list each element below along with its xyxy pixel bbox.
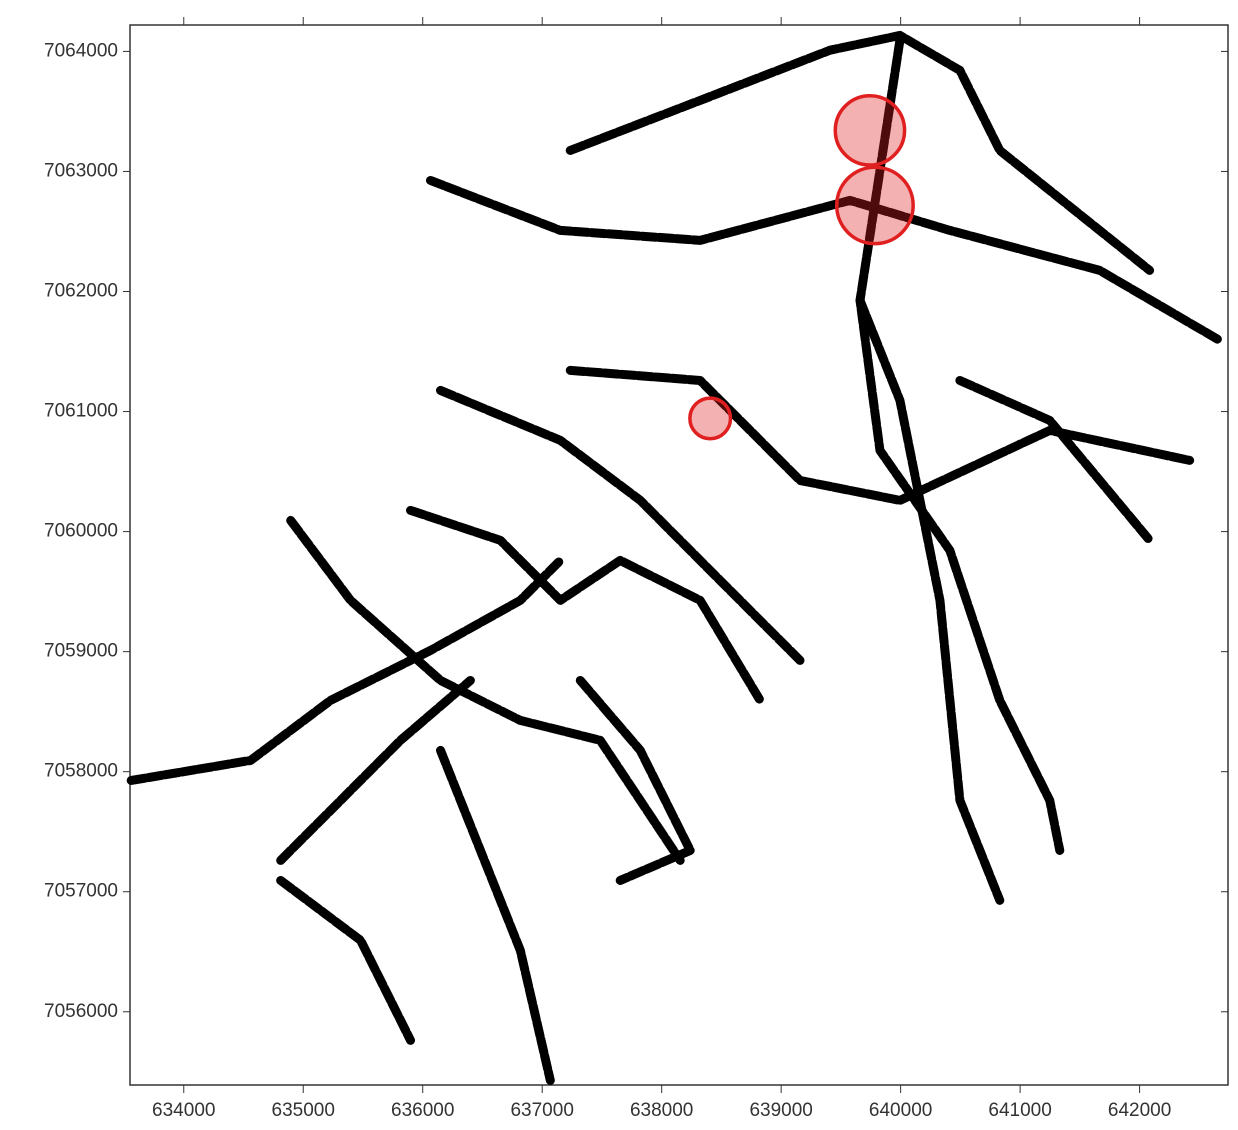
x-tick-label: 635000 <box>272 1100 335 1121</box>
x-tick-label: 638000 <box>630 1100 693 1121</box>
y-tick-label: 7064000 <box>44 40 118 61</box>
y-tick-label: 7059000 <box>44 641 118 662</box>
highlight-circle <box>835 96 904 165</box>
x-tick-label: 639000 <box>749 1100 812 1121</box>
y-tick-label: 7060000 <box>44 521 118 542</box>
y-tick-label: 7063000 <box>44 160 118 181</box>
y-tick-label: 7056000 <box>44 1001 118 1022</box>
y-tick-label: 7058000 <box>44 761 118 782</box>
y-tick-label: 7061000 <box>44 401 118 422</box>
x-tick-label: 634000 <box>152 1100 215 1121</box>
x-tick-label: 641000 <box>988 1100 1051 1121</box>
plot-frame <box>130 25 1228 1085</box>
x-tick-label: 642000 <box>1108 1100 1171 1121</box>
y-tick-label: 7057000 <box>44 881 118 902</box>
chart: 634000 635000 636000 637000 638000 639000 6400… <box>0 0 1238 1130</box>
highlight-circle <box>690 398 731 439</box>
x-tick-label: 640000 <box>869 1100 932 1121</box>
x-tick-label: 637000 <box>510 1100 573 1121</box>
highlight-circle <box>837 167 913 243</box>
y-tick-label: 7062000 <box>44 281 118 302</box>
x-tick-label: 636000 <box>391 1100 454 1121</box>
